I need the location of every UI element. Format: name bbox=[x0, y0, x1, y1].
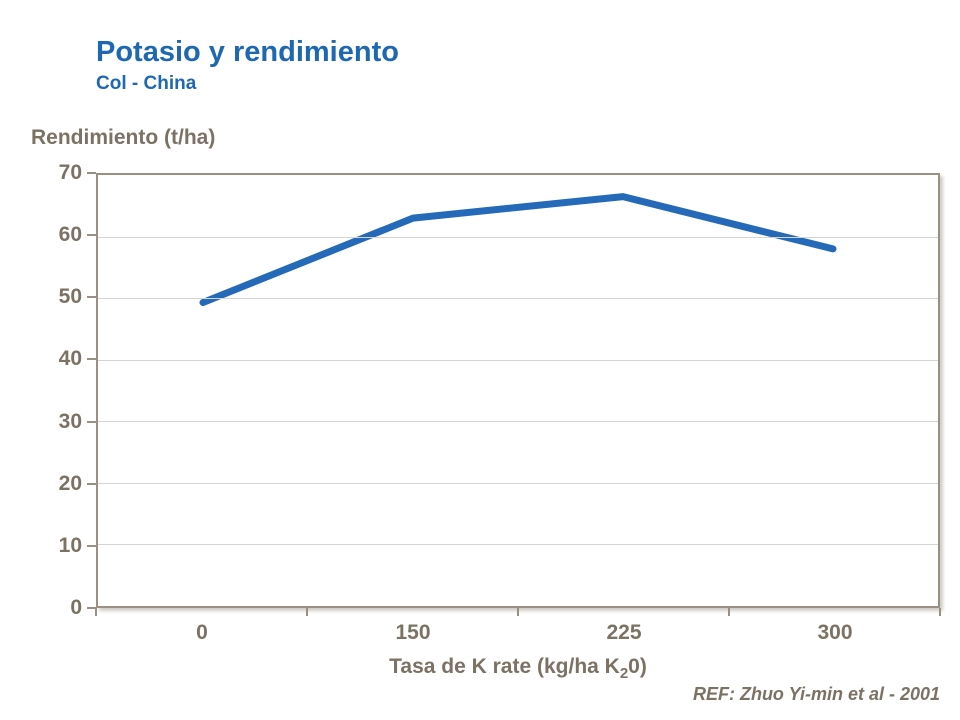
data-line-svg bbox=[199, 193, 837, 306]
yield-data-line bbox=[199, 193, 837, 306]
y-tick-label-40: 40 bbox=[58, 347, 82, 370]
y-tick-label-30: 30 bbox=[58, 410, 82, 433]
gridline-y-60 bbox=[98, 237, 938, 238]
x-tick-label-300: 300 bbox=[817, 621, 853, 644]
x-axis-title-suffix: 0) bbox=[628, 655, 647, 678]
x-axis-title-prefix: Tasa de K rate (kg/ha K bbox=[389, 655, 620, 678]
y-tick-label-50: 50 bbox=[58, 285, 82, 308]
gridline-y-50 bbox=[98, 298, 938, 299]
y-tick-label-60: 60 bbox=[58, 223, 82, 246]
y-tick-label-10: 10 bbox=[58, 534, 82, 557]
x-tick-mark-0 bbox=[95, 608, 97, 616]
x-tick-label-225: 225 bbox=[606, 621, 642, 644]
chart-subtitle: Col - China bbox=[96, 73, 197, 94]
y-tick-label-0: 0 bbox=[70, 596, 82, 619]
y-tick-mark-0 bbox=[87, 607, 96, 609]
gridline-y-40 bbox=[98, 360, 938, 361]
y-tick-mark-60 bbox=[87, 234, 96, 236]
y-tick-mark-10 bbox=[87, 545, 96, 547]
x-tick-label-150: 150 bbox=[395, 621, 431, 644]
gridline-y-20 bbox=[98, 483, 938, 484]
y-tick-label-20: 20 bbox=[58, 472, 82, 495]
x-tick-mark-1 bbox=[306, 608, 308, 616]
x-tick-mark-4 bbox=[939, 608, 941, 616]
chart-title: Potasio y rendimiento bbox=[96, 36, 399, 68]
x-tick-mark-2 bbox=[517, 608, 519, 616]
x-tick-mark-3 bbox=[728, 608, 730, 616]
y-tick-mark-50 bbox=[87, 296, 96, 298]
x-tick-label-0: 0 bbox=[196, 621, 208, 644]
x-axis-title: Tasa de K rate (kg/ha K20) bbox=[96, 655, 940, 682]
y-tick-mark-40 bbox=[87, 358, 96, 360]
gridline-y-10 bbox=[98, 544, 938, 545]
y-tick-label-70: 70 bbox=[58, 161, 82, 184]
y-tick-mark-20 bbox=[87, 483, 96, 485]
plot-area bbox=[96, 173, 940, 608]
y-tick-mark-70 bbox=[87, 172, 96, 174]
y-axis-title: Rendimiento (t/ha) bbox=[31, 126, 216, 149]
y-tick-mark-30 bbox=[87, 421, 96, 423]
x-axis-title-subscript: 2 bbox=[619, 665, 629, 683]
reference-citation: REF: Zhuo Yi-min et al - 2001 bbox=[692, 684, 940, 704]
gridline-y-30 bbox=[98, 421, 938, 422]
